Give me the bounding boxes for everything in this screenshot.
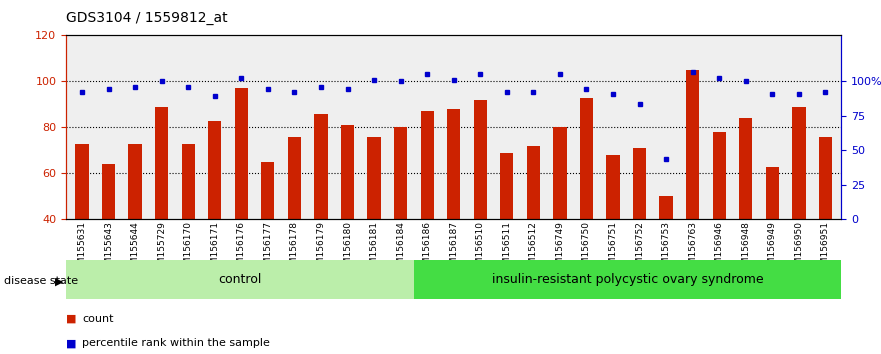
Bar [447,109,461,219]
Bar [660,196,673,219]
Bar [102,164,115,219]
Bar [394,127,407,219]
Bar [739,118,752,219]
Bar [686,70,700,219]
Bar [500,153,514,219]
Bar [633,148,646,219]
Bar [66,260,413,299]
Bar [792,107,805,219]
Text: disease state: disease state [4,276,78,286]
Bar [580,97,593,219]
Bar [234,88,248,219]
Text: insulin-resistant polycystic ovary syndrome: insulin-resistant polycystic ovary syndr… [492,273,763,286]
Bar [181,143,195,219]
Bar [606,155,619,219]
Text: ▶: ▶ [55,276,63,286]
Text: control: control [218,273,262,286]
Text: percentile rank within the sample: percentile rank within the sample [82,338,270,348]
Bar [288,137,301,219]
Bar [367,137,381,219]
Text: GDS3104 / 1559812_at: GDS3104 / 1559812_at [66,11,227,25]
Bar [553,127,566,219]
Bar [713,132,726,219]
Bar [341,125,354,219]
Bar [413,260,841,299]
Bar [315,114,328,219]
Bar [262,162,275,219]
Bar [818,137,832,219]
Bar [527,146,540,219]
Bar [474,100,487,219]
Text: count: count [82,314,114,324]
Text: ■: ■ [66,314,77,324]
Bar [208,120,221,219]
Bar [129,143,142,219]
Text: ■: ■ [66,338,77,348]
Bar [76,143,89,219]
Bar [420,111,433,219]
Bar [766,166,779,219]
Bar [155,107,168,219]
